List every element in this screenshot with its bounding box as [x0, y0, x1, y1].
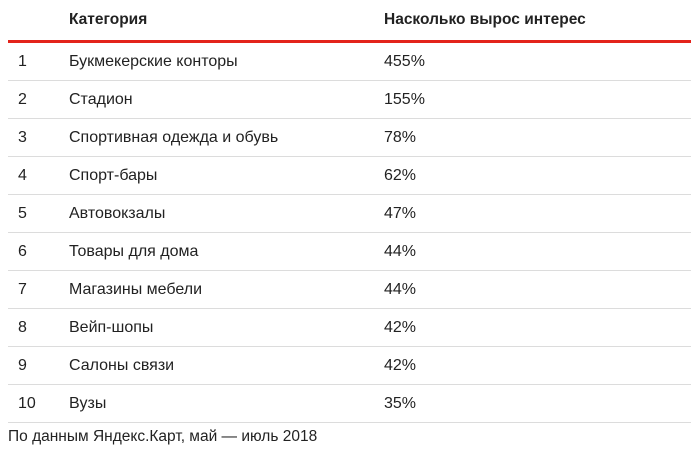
header-growth: Насколько вырос интерес: [384, 11, 586, 28]
table-row: 6 Товары для дома 44%: [8, 233, 691, 271]
row-category: Спортивная одежда и обувь: [69, 128, 279, 146]
row-growth: 62%: [384, 166, 417, 184]
row-num: 9: [18, 356, 27, 374]
table-row: 2 Стадион 155%: [8, 81, 691, 119]
row-category: Автовокзалы: [69, 204, 166, 222]
table-row: 1 Букмекерские конторы 455%: [8, 43, 691, 81]
row-category: Стадион: [69, 90, 133, 108]
row-growth: 455%: [384, 52, 425, 70]
source-footnote: По данным Яндекс.Карт, май — июль 2018: [8, 428, 318, 445]
row-num: 3: [18, 128, 27, 146]
row-growth: 42%: [384, 356, 417, 374]
row-category: Вузы: [69, 394, 107, 412]
ranking-table: Категория Насколько вырос интерес 1 Букме…: [8, 0, 691, 423]
row-category: Букмекерские конторы: [69, 52, 238, 70]
row-growth: 42%: [384, 318, 417, 336]
row-growth: 78%: [384, 128, 417, 146]
row-growth: 35%: [384, 394, 417, 412]
row-num: 8: [18, 318, 27, 336]
row-category: Салоны связи: [69, 356, 175, 374]
row-growth: 47%: [384, 204, 417, 222]
row-growth: 44%: [384, 242, 417, 260]
header-category: Категория: [69, 11, 148, 28]
row-growth: 155%: [384, 90, 425, 108]
table-row: 3 Спортивная одежда и обувь 78%: [8, 119, 691, 157]
row-num: 5: [18, 204, 27, 222]
row-growth: 44%: [384, 280, 417, 298]
row-num: 1: [18, 52, 27, 70]
table-row: 7 Магазины мебели 44%: [8, 271, 691, 309]
row-category: Спорт-бары: [69, 166, 158, 184]
row-num: 6: [18, 242, 27, 260]
row-category: Товары для дома: [69, 242, 199, 260]
table-row: 8 Вейп-шопы 42%: [8, 309, 691, 347]
table-row: 5 Автовокзалы 47%: [8, 195, 691, 233]
table-body: 1 Букмекерские конторы 455% 2 Стадион 155% 3 Сп…: [8, 43, 691, 423]
table-header: Категория Насколько вырос интерес: [8, 0, 691, 43]
row-category: Вейп-шопы: [69, 318, 154, 336]
row-category: Магазины мебели: [69, 280, 203, 298]
table-row: 9 Салоны связи 42%: [8, 347, 691, 385]
row-num: 2: [18, 90, 27, 108]
table-row: 10 Вузы 35%: [8, 385, 691, 423]
row-num: 10: [18, 394, 36, 412]
row-num: 7: [18, 280, 27, 298]
table-row: 4 Спорт-бары 62%: [8, 157, 691, 195]
row-num: 4: [18, 166, 27, 184]
